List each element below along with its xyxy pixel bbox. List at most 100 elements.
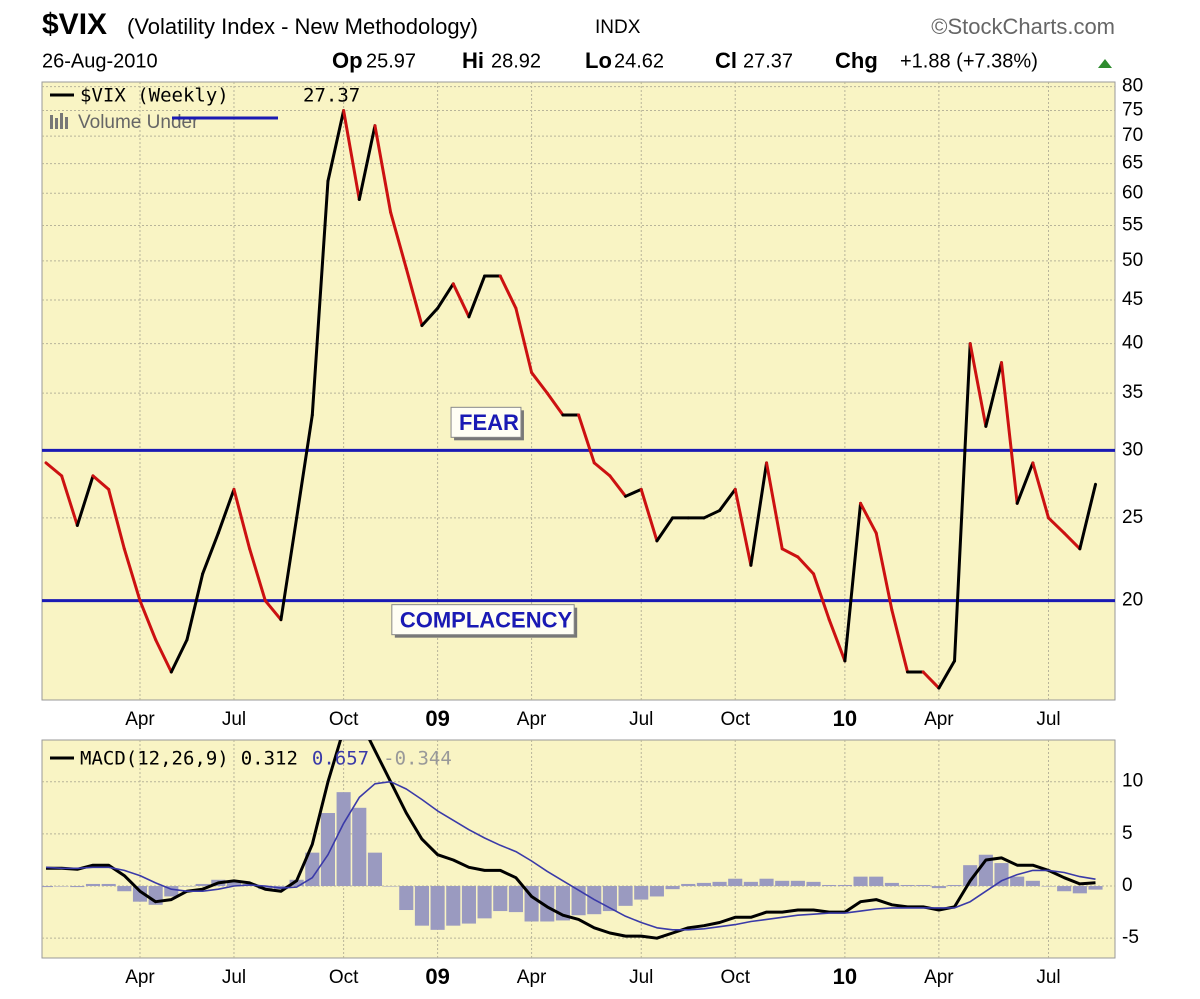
histogram-bar	[602, 886, 617, 912]
histogram-bar	[493, 886, 508, 912]
macd-line	[46, 740, 1096, 940]
histogram-bar	[853, 876, 868, 887]
y-tick-label: 0	[1122, 875, 1133, 896]
low-label: Lo	[585, 48, 612, 73]
change-label: Chg	[835, 48, 878, 73]
x-tick-label: Oct	[329, 709, 359, 730]
plot-area	[41, 81, 1116, 701]
histogram-bar	[743, 881, 758, 887]
histogram-bar	[461, 886, 476, 924]
volume-label: Volume Under	[78, 112, 199, 133]
x-tick-label: Apr	[924, 967, 954, 988]
x-tick-label: Apr	[125, 967, 155, 988]
price-segment	[295, 413, 314, 520]
annotation: COMPLACENCY	[400, 607, 573, 632]
histogram-bar	[931, 886, 946, 889]
price-segment	[968, 342, 988, 428]
y-tick-label: 30	[1122, 439, 1143, 460]
histogram-bar	[399, 886, 414, 911]
histogram-bar	[712, 881, 727, 887]
histogram-bar	[195, 883, 210, 887]
price-segment	[248, 547, 267, 603]
histogram-bar	[649, 886, 664, 897]
x-tick-label: Oct	[720, 709, 750, 730]
annotation: FEAR	[459, 410, 519, 435]
histogram-bar	[414, 886, 429, 926]
price-segment	[514, 306, 534, 375]
up-arrow	[1098, 59, 1112, 68]
histogram-bar	[352, 807, 367, 887]
x-tick-label: 09	[425, 706, 449, 731]
price-segment	[733, 487, 753, 567]
histogram-bar	[900, 884, 915, 887]
histogram-bar	[54, 886, 69, 887]
price-segment	[138, 599, 158, 642]
price-segment	[498, 274, 518, 310]
price-segment	[232, 487, 252, 551]
price-segment	[702, 509, 722, 520]
legend-icon	[50, 115, 53, 129]
price-segment	[310, 179, 330, 417]
y-tick-label: 35	[1122, 382, 1143, 403]
histogram-bar	[665, 886, 680, 890]
price-segment	[577, 413, 596, 465]
price-segment	[342, 109, 361, 202]
price-segment	[420, 306, 440, 328]
open-value: 25.97	[366, 50, 416, 72]
change-value: +1.88 (+7.38%)	[900, 50, 1038, 72]
histogram-bar	[947, 884, 962, 887]
legend-value: 0.657	[312, 748, 369, 770]
price-segment	[827, 618, 847, 663]
price-segment	[718, 487, 737, 513]
x-tick-label: 10	[833, 964, 857, 989]
x-tick-label: Oct	[329, 967, 359, 988]
x-tick-label: Jul	[629, 967, 653, 988]
x-tick-label: Apr	[517, 709, 547, 730]
macd-line	[45, 780, 1096, 931]
price-segment	[279, 516, 299, 622]
legend-value: -0.344	[383, 748, 452, 770]
y-tick-label: 40	[1122, 333, 1143, 354]
histogram-bar	[1025, 880, 1040, 887]
close-value: 27.37	[743, 50, 793, 72]
price-segment	[1000, 361, 1019, 505]
price-segment	[60, 474, 79, 527]
histogram-bar	[1041, 886, 1056, 887]
price-segment	[624, 487, 643, 498]
annotation-box	[391, 604, 575, 636]
price-segment	[921, 670, 941, 690]
price-segment	[451, 282, 471, 319]
price-segment	[216, 487, 236, 535]
histogram-bar	[994, 863, 1009, 887]
histogram-bar	[837, 884, 852, 887]
histogram-bar	[367, 852, 382, 887]
price-segment	[154, 638, 173, 674]
price-segment	[389, 210, 408, 270]
histogram-bar	[383, 886, 398, 887]
symbol: $VIX	[42, 8, 107, 41]
legend-value: 27.37	[303, 85, 360, 107]
x-tick-label: Apr	[517, 967, 547, 988]
x-tick-label: Jul	[629, 709, 653, 730]
histogram-bar	[681, 883, 696, 887]
histogram-bar	[1057, 886, 1072, 892]
histogram-bar	[508, 886, 523, 913]
histogram-bar	[963, 865, 978, 887]
histogram-bar	[179, 886, 195, 887]
price-segment	[765, 461, 784, 551]
price-segment	[592, 461, 612, 478]
x-tick-label: Jul	[1036, 967, 1060, 988]
x-tick-label: Jul	[222, 967, 246, 988]
panel: 20 25 30 35 40 45 50 55 60 65 70 75 80 Apr Jul Oct 09 Apr…	[41, 76, 1143, 731]
histogram-bar	[430, 886, 445, 930]
histogram-bar	[1072, 886, 1087, 894]
price-segment	[1015, 461, 1035, 505]
price-segment	[655, 516, 675, 543]
price-segment	[859, 501, 878, 535]
annotation-box	[450, 406, 522, 438]
price-segment	[843, 501, 863, 663]
x-tick-label: Apr	[125, 709, 155, 730]
high-value: 28.92	[491, 50, 541, 72]
